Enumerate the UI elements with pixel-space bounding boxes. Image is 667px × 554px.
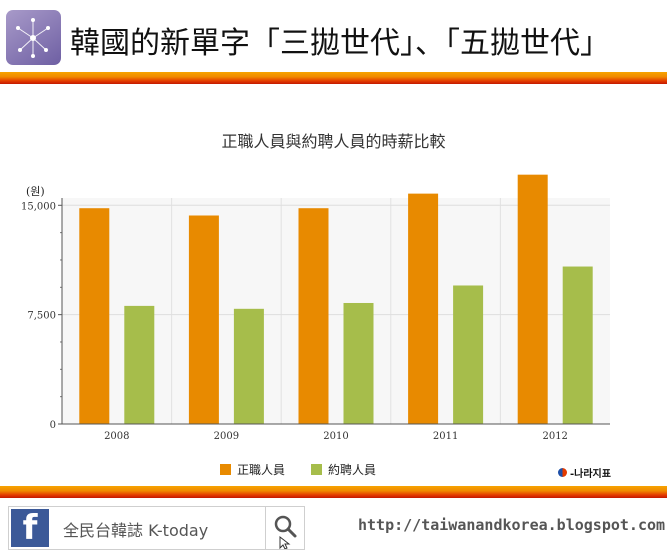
x-tick-label: 2012 — [542, 431, 567, 442]
legend-item-series-2: 約聘人員 — [311, 461, 376, 478]
source-credit: -나라지표 — [558, 465, 611, 480]
bar-2011-series-1 — [408, 193, 439, 424]
chart-title: 正職人員與約聘人員的時薪比較 — [221, 132, 446, 151]
blog-url-link[interactable]: http://taiwanandkorea.blogspot.com — [358, 516, 666, 534]
legend-swatch-series-1 — [220, 464, 231, 475]
chart-legend: 正職人員 約聘人員 — [220, 461, 376, 478]
bar-2012-series-2 — [562, 266, 593, 424]
legend-label-series-1: 正職人員 — [237, 463, 286, 477]
x-tick-label: 2008 — [104, 431, 129, 442]
header: 韓國的新單字「三拋世代」、「五拋世代」 — [0, 0, 667, 72]
network-star-icon — [6, 10, 61, 65]
source-label: -나라지표 — [570, 469, 611, 480]
y-axis-unit-label: (원) — [26, 185, 45, 198]
y-tick-label: 15,000 — [21, 201, 56, 212]
y-tick-label: 0 — [50, 420, 56, 431]
bar-2009-series-1 — [188, 215, 219, 424]
bar-2008-series-2 — [124, 305, 155, 424]
bar-2012-series-1 — [517, 174, 548, 424]
bar-2009-series-2 — [233, 308, 264, 424]
x-tick-label: 2011 — [433, 431, 458, 442]
facebook-page-box[interactable]: f 全民台韓誌 K-today — [8, 506, 305, 550]
bar-2010-series-1 — [298, 208, 329, 424]
nara-logo-icon — [558, 468, 567, 477]
header-divider-stripe — [0, 72, 667, 84]
x-tick-label: 2010 — [323, 431, 348, 442]
page-title: 韓國的新單字「三拋世代」、「五拋世代」 — [70, 26, 610, 61]
x-tick-label: 2009 — [214, 431, 239, 442]
footer-divider-stripe — [0, 486, 667, 498]
legend-label-series-2: 約聘人員 — [328, 463, 377, 477]
search-cursor-icon[interactable] — [265, 507, 305, 550]
legend-item-series-1: 正職人員 — [220, 461, 285, 478]
bar-2008-series-1 — [79, 208, 110, 424]
facebook-page-name: 全民台韓誌 K-today — [63, 521, 209, 540]
facebook-icon[interactable]: f — [11, 509, 49, 547]
legend-swatch-series-2 — [311, 464, 323, 475]
bar-2011-series-2 — [453, 285, 484, 424]
bar-2010-series-2 — [343, 302, 374, 424]
y-tick-label: 7,500 — [27, 311, 56, 322]
